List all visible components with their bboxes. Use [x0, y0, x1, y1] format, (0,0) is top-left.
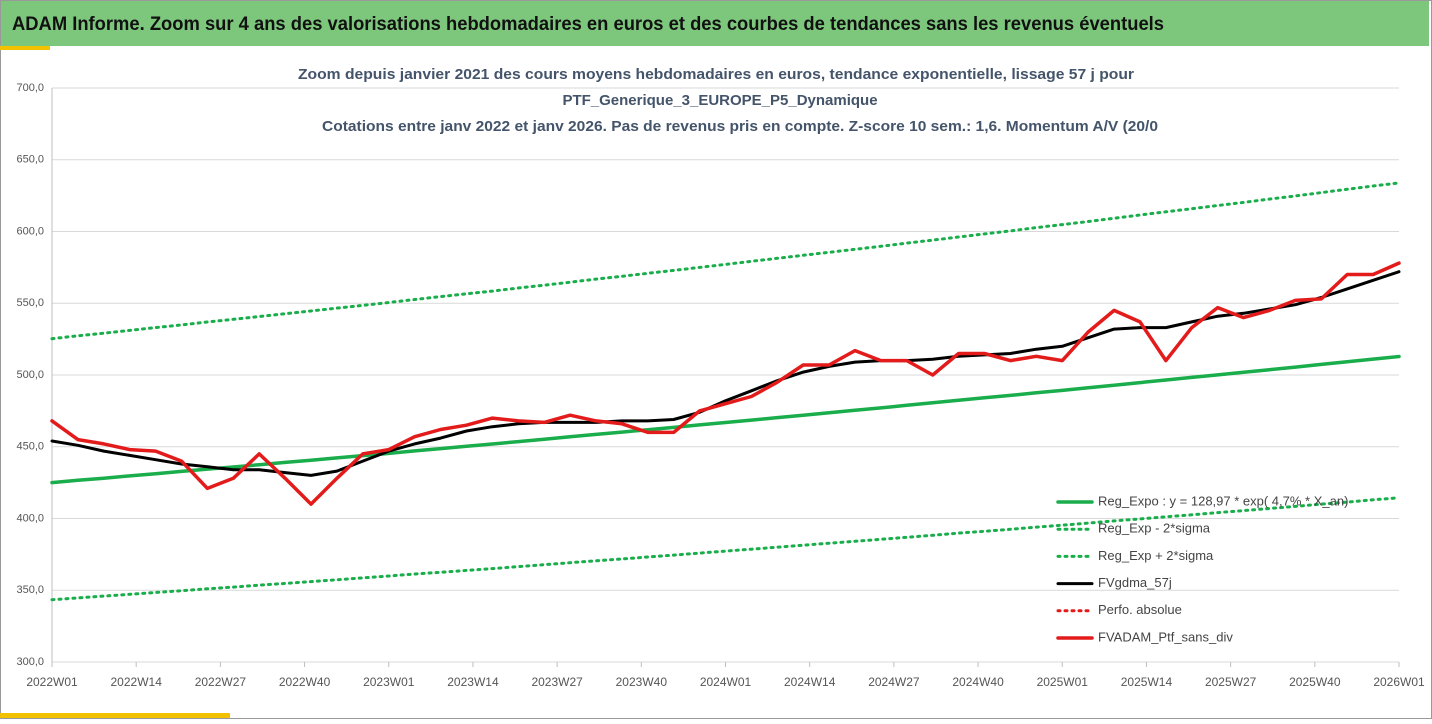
- x-tick-label: 2025W27: [1205, 675, 1257, 689]
- x-tick-label: 2023W14: [447, 675, 499, 689]
- legend-label: FVADAM_Ptf_sans_div: [1098, 629, 1233, 644]
- y-tick-label: 550,0: [16, 297, 44, 309]
- legend-label: Reg_Exp - 2*sigma: [1098, 521, 1211, 536]
- legend-label: Perfo. absolue: [1098, 602, 1182, 617]
- y-tick-label: 700,0: [16, 82, 44, 94]
- accent: [0, 713, 230, 718]
- header-title: ADAM Informe. Zoom sur 4 ans des valoris…: [12, 14, 1164, 35]
- x-tick-label: 2025W40: [1289, 675, 1341, 689]
- x-tick-label: 2024W14: [784, 675, 836, 689]
- x-tick-label: 2023W27: [531, 675, 583, 689]
- series-line: [50, 354, 1401, 485]
- x-tick-label: 2024W01: [700, 675, 752, 689]
- y-tick-label: 350,0: [16, 584, 44, 596]
- chart-title: PTF_Generique_3_EUROPE_P5_Dynamique: [562, 92, 877, 109]
- legend-label: FVgdma_57j: [1098, 575, 1172, 590]
- x-tick-label: 2023W01: [363, 675, 415, 689]
- x-tick-label: 2024W40: [952, 675, 1004, 689]
- x-tick-label: 2022W01: [26, 675, 78, 689]
- accent: [0, 46, 50, 50]
- x-tick-label: 2026W01: [1373, 675, 1425, 689]
- x-tick-label: 2023W40: [616, 675, 668, 689]
- y-tick-label: 450,0: [16, 441, 44, 453]
- y-tick-label: 300,0: [16, 656, 44, 668]
- y-tick-label: 400,0: [16, 512, 44, 524]
- chart-title: Cotations entre janv 2022 et janv 2026. …: [322, 118, 1158, 135]
- x-tick-label: 2024W27: [868, 675, 920, 689]
- y-tick-label: 650,0: [16, 154, 44, 166]
- x-tick-label: 2022W27: [195, 675, 247, 689]
- x-tick-label: 2022W40: [279, 675, 331, 689]
- legend-label: Reg_Expo : y = 128,97 * exp( 4,7% * X_an…: [1098, 493, 1348, 508]
- x-tick-label: 2025W01: [1037, 675, 1089, 689]
- legend-label: Reg_Exp + 2*sigma: [1098, 548, 1214, 563]
- x-tick-label: 2025W14: [1121, 675, 1173, 689]
- series-line: [50, 261, 1401, 506]
- y-tick-label: 600,0: [16, 225, 44, 237]
- x-tick-label: 2022W14: [111, 675, 163, 689]
- header-band: [1, 1, 1429, 46]
- series-line: [50, 181, 1401, 341]
- chart-title: Zoom depuis janvier 2021 des cours moyen…: [298, 66, 1134, 83]
- series-line: [50, 496, 1401, 602]
- y-tick-label: 500,0: [16, 369, 44, 381]
